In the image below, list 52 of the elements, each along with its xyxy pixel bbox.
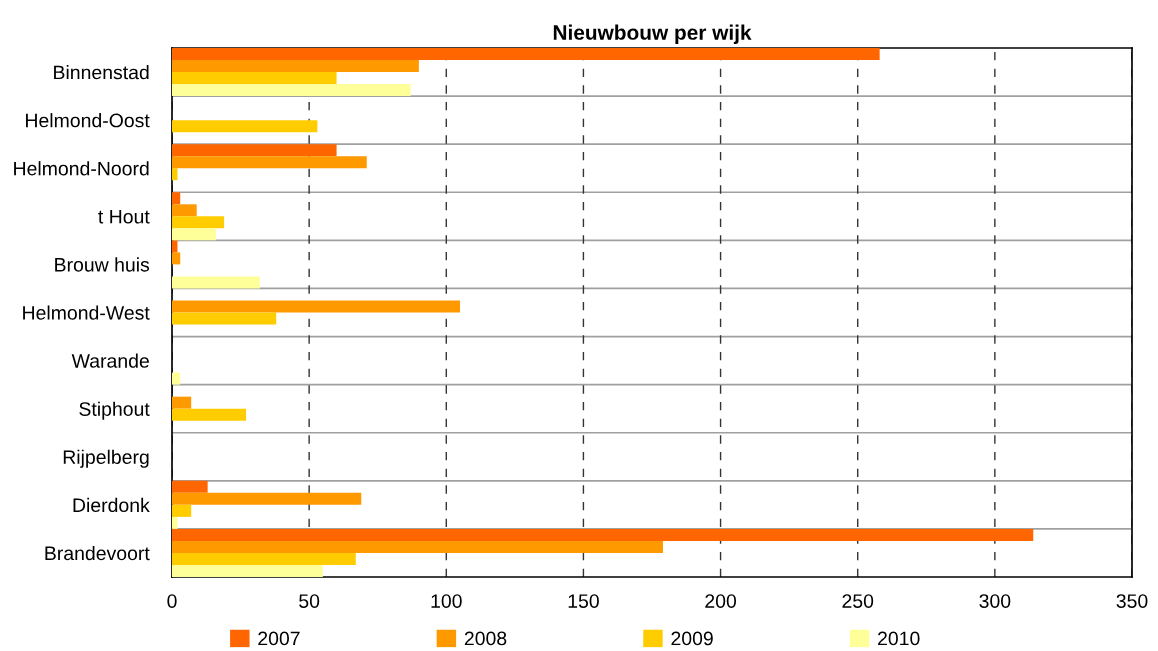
- x-tick-label: 300: [979, 594, 1011, 608]
- x-tick-label: 100: [431, 594, 462, 608]
- y-tick-label: Helmond-Oost: [26, 113, 150, 128]
- legend-label: 2008: [464, 631, 507, 646]
- y-tick-label: t Hout: [98, 209, 150, 224]
- bar: [172, 84, 411, 97]
- bar: [172, 396, 192, 409]
- bar: [172, 48, 880, 61]
- bar: [172, 552, 356, 565]
- y-tick-label: Warande: [71, 353, 149, 368]
- chart-title: Nieuwbouw per wijk: [553, 24, 752, 44]
- bar: [172, 300, 460, 313]
- bar: [172, 156, 367, 169]
- bar: [172, 60, 419, 73]
- bar: [172, 492, 362, 505]
- legend-label: 2010: [878, 631, 920, 646]
- bar: [172, 528, 1034, 541]
- bar: [172, 204, 197, 217]
- bar: [172, 120, 318, 133]
- y-tick-label: Stiphout: [79, 401, 150, 420]
- y-tick-label: Dierdonk: [73, 497, 150, 513]
- bar: [172, 168, 178, 181]
- x-tick-label: 200: [705, 594, 737, 608]
- bar: [172, 144, 337, 157]
- bar: [172, 192, 181, 205]
- x-tick-label: 50: [299, 594, 320, 608]
- bar: [172, 504, 192, 517]
- bar: [172, 252, 181, 265]
- bar: [172, 216, 225, 229]
- x-tick-label: 150: [568, 594, 599, 608]
- bar: [172, 408, 247, 421]
- x-tick-label: 0: [167, 594, 177, 608]
- x-tick-label: 250: [842, 594, 874, 608]
- y-tick-label: Brandevoort: [45, 545, 150, 561]
- x-tick-label: 350: [1116, 594, 1148, 608]
- bar: [172, 72, 337, 85]
- bar: [172, 240, 178, 253]
- bar: [172, 516, 178, 529]
- bar: [172, 564, 323, 577]
- y-tick-label: Rijpelberg: [63, 449, 149, 468]
- bar: [172, 312, 277, 325]
- y-tick-label: Binnenstad: [54, 65, 149, 80]
- bar: [172, 276, 260, 289]
- y-tick-label: Brouw huis: [55, 257, 150, 272]
- legend-label: 2007: [258, 631, 300, 646]
- bar: [172, 540, 663, 553]
- y-tick-label: Helmond-Noord: [14, 161, 149, 176]
- y-tick-label: Helmond-West: [23, 305, 150, 320]
- legend-label: 2009: [671, 631, 713, 646]
- bar: [172, 480, 208, 493]
- bar: [172, 372, 181, 385]
- bar: [172, 228, 216, 241]
